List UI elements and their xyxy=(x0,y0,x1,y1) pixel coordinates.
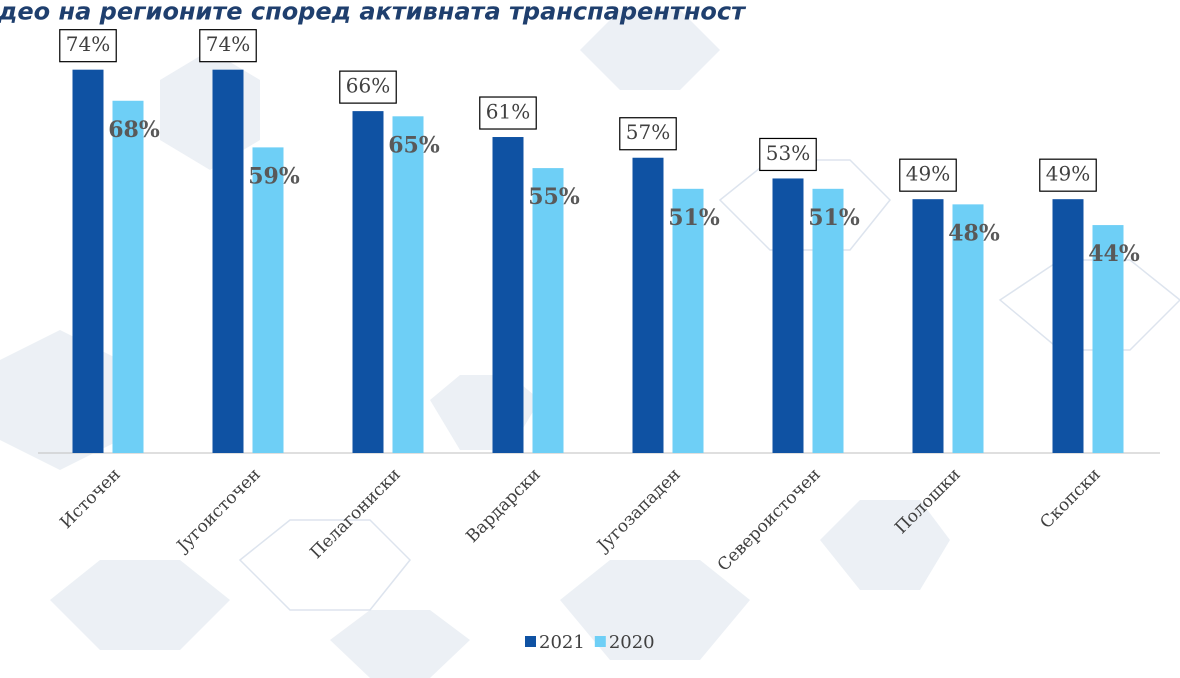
legend-label: 2021 xyxy=(539,632,585,653)
legend-swatch xyxy=(595,636,606,647)
bar xyxy=(353,111,384,453)
hexagon xyxy=(50,560,230,650)
legend-swatch xyxy=(525,636,536,647)
data-label: 53% xyxy=(766,141,810,165)
bar xyxy=(213,70,244,453)
bar xyxy=(493,137,524,453)
hexagon xyxy=(330,610,470,678)
data-label: 68% xyxy=(108,117,160,143)
data-label: 48% xyxy=(948,220,1000,246)
hexagon xyxy=(160,50,260,170)
bar xyxy=(393,116,424,453)
bar xyxy=(253,147,284,453)
legend-label: 2020 xyxy=(609,632,655,653)
bar xyxy=(1053,199,1084,453)
background-decoration xyxy=(0,10,1180,678)
hexagon-outline xyxy=(1000,260,1180,350)
data-label: 57% xyxy=(626,120,670,144)
x-tick-label: Југоисточен xyxy=(172,465,265,558)
data-label: 49% xyxy=(1046,162,1090,186)
data-label: 65% xyxy=(388,132,440,158)
bar xyxy=(73,70,104,453)
data-label: 74% xyxy=(66,32,110,56)
bar xyxy=(633,158,664,453)
x-tick-label: Источен xyxy=(56,465,124,533)
data-label: 51% xyxy=(668,205,720,231)
data-label: 51% xyxy=(808,205,860,231)
x-tick-label: Североисточен xyxy=(714,465,825,576)
x-tick-label: Вардарски xyxy=(462,465,544,547)
bar xyxy=(113,101,144,453)
chart: део на регионите според активната трансп… xyxy=(0,0,1180,678)
hexagon xyxy=(560,560,750,660)
x-tick-label: Југозападен xyxy=(592,465,684,557)
data-label: 59% xyxy=(248,163,300,189)
data-label: 61% xyxy=(486,100,530,124)
data-label: 55% xyxy=(528,184,580,210)
chart-title: део на регионите според активната трансп… xyxy=(0,0,747,26)
x-tick-label: Пелагониски xyxy=(306,465,404,563)
hexagon-outline xyxy=(720,160,890,250)
hexagon xyxy=(820,500,950,590)
data-label: 49% xyxy=(906,162,950,186)
data-label: 44% xyxy=(1088,241,1140,267)
bar xyxy=(773,178,804,453)
bar xyxy=(533,168,564,453)
bar xyxy=(913,199,944,453)
x-tick-label: Скопски xyxy=(1036,465,1104,533)
data-label: 66% xyxy=(346,74,390,98)
data-label: 74% xyxy=(206,32,250,56)
